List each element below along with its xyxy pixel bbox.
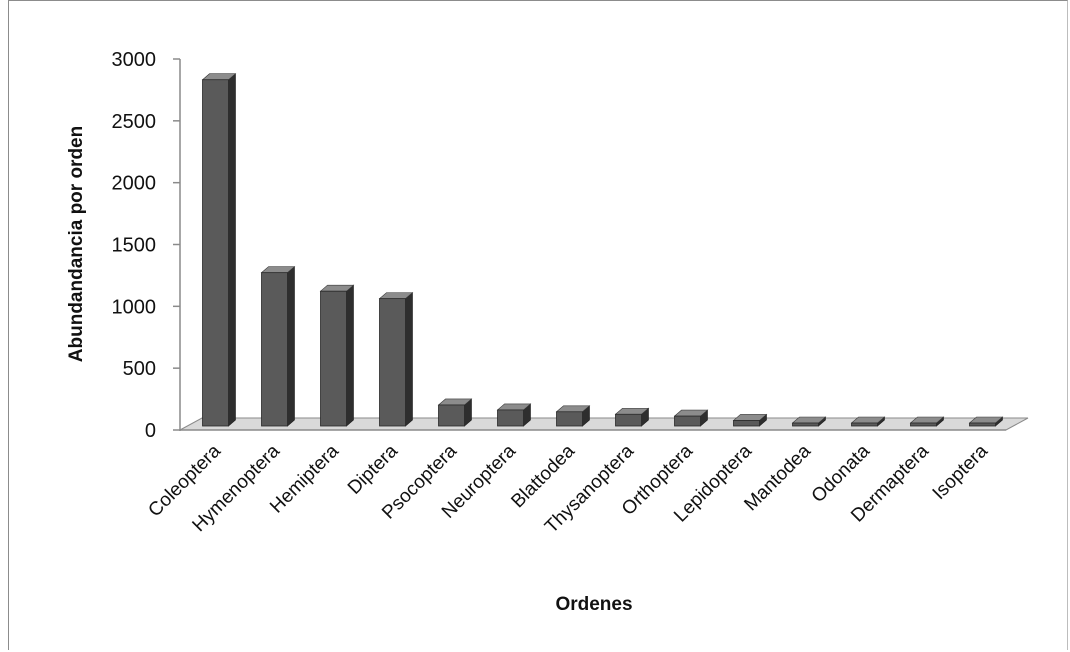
bar-front [615, 413, 642, 427]
chart-floor [179, 417, 1029, 431]
y-tick-label: 3000 [112, 49, 157, 71]
floor-plane [179, 417, 1029, 431]
bar-front [733, 420, 760, 427]
bar-front [969, 422, 996, 427]
bar [850, 416, 886, 427]
bar [555, 405, 591, 427]
bar [378, 291, 414, 427]
bar-front [674, 415, 701, 427]
bar-front [497, 409, 524, 427]
bar-front [792, 422, 819, 427]
bar [732, 413, 768, 427]
bar [201, 73, 237, 427]
bar-front [202, 79, 229, 427]
x-axis-title: Ordenes [555, 594, 632, 615]
bar-front [261, 272, 288, 427]
bar-front [438, 404, 465, 427]
y-tick-label: 1000 [112, 296, 157, 318]
bar-side [287, 266, 295, 427]
x-tick-label: Diptera [344, 440, 402, 498]
y-axis-title: Abundandancia por orden [66, 126, 87, 362]
bar [968, 416, 1004, 427]
bar-front [556, 411, 583, 427]
bar [909, 416, 945, 427]
bar-side [228, 73, 236, 427]
bar-front [910, 422, 937, 427]
bar [614, 407, 650, 427]
bar [260, 266, 296, 427]
y-tick-label: 2500 [112, 111, 157, 133]
bar [496, 403, 532, 427]
bar [437, 398, 473, 427]
bar-front [851, 422, 878, 427]
bar-front [379, 298, 406, 427]
y-tick-label: 0 [145, 420, 156, 442]
y-tick-label: 500 [123, 358, 156, 380]
bars [201, 73, 1004, 427]
y-tick-label: 1500 [112, 235, 157, 257]
y-axis: 0 500 1000 1500 2000 2500 3000 [112, 49, 181, 442]
bar [791, 416, 827, 427]
bar-front [320, 290, 347, 427]
bar-side [346, 284, 354, 427]
bar [673, 409, 709, 427]
x-tick-label: Isoptera [929, 440, 993, 504]
y-tick-label: 2000 [112, 173, 157, 195]
bar [319, 284, 355, 427]
bar-side [405, 291, 413, 427]
chart-frame [8, 0, 1068, 650]
